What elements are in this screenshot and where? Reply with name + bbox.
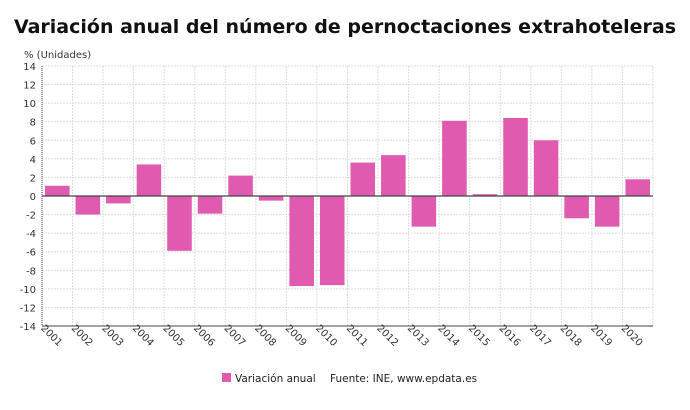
y-tick-label: -10 bbox=[20, 285, 36, 296]
bar-2007 bbox=[228, 175, 253, 196]
bar-2004 bbox=[136, 164, 162, 196]
bar-2009 bbox=[289, 196, 314, 287]
bar-2020 bbox=[625, 179, 650, 196]
y-tick-label: -4 bbox=[26, 229, 36, 240]
x-tick-label: 2010 bbox=[313, 323, 339, 349]
bar-2013 bbox=[411, 196, 437, 227]
legend-swatch bbox=[222, 373, 231, 382]
y-tick-label: -14 bbox=[20, 322, 36, 333]
x-tick-label: 2003 bbox=[99, 323, 125, 349]
x-tick-label: 2009 bbox=[283, 323, 309, 349]
x-tick-label: 2016 bbox=[496, 323, 522, 349]
x-tick-label: 2004 bbox=[130, 323, 156, 349]
x-tick-label: 2002 bbox=[69, 323, 95, 349]
x-tick-label: 2020 bbox=[619, 323, 645, 349]
y-tick-label: 12 bbox=[23, 81, 36, 92]
bar-2002 bbox=[75, 196, 101, 215]
x-tick-label: 2008 bbox=[252, 323, 278, 349]
bar-2012 bbox=[381, 155, 406, 196]
y-tick-label: 8 bbox=[30, 118, 36, 129]
y-tick-label: -8 bbox=[26, 266, 36, 277]
x-tick-label: 2011 bbox=[344, 323, 370, 349]
y-tick-label: 10 bbox=[23, 99, 36, 110]
y-tick-label: 4 bbox=[30, 155, 36, 166]
y-axis-label: % (Unidades) bbox=[24, 50, 91, 61]
chart-title: Variación anual del número de pernoctaci… bbox=[14, 16, 676, 38]
bar-2011 bbox=[350, 162, 376, 196]
x-tick-label: 2014 bbox=[435, 323, 461, 349]
y-tick-label: -12 bbox=[20, 303, 36, 314]
bar-2018 bbox=[564, 196, 589, 219]
x-tick-label: 2005 bbox=[160, 323, 186, 349]
x-tick-label: 2019 bbox=[588, 323, 614, 349]
bar-2008 bbox=[258, 196, 284, 201]
bar-2006 bbox=[197, 196, 223, 214]
y-tick-label: 6 bbox=[30, 136, 36, 147]
y-tick-label: -2 bbox=[26, 211, 36, 222]
x-tick-label: 2015 bbox=[466, 323, 492, 349]
bar-2019 bbox=[594, 196, 620, 227]
y-tick-label: 0 bbox=[30, 192, 36, 203]
legend-label: Variación anual bbox=[235, 373, 316, 385]
bar-2015 bbox=[472, 194, 498, 196]
bar-2003 bbox=[106, 196, 131, 204]
y-tick-label: 2 bbox=[30, 173, 36, 184]
x-tick-label: 2012 bbox=[374, 323, 400, 349]
y-tick-label: -6 bbox=[26, 248, 36, 259]
bar-2010 bbox=[319, 196, 345, 286]
x-tick-label: 2006 bbox=[191, 323, 217, 349]
source-note: Fuente: INE, www.epdata.es bbox=[330, 373, 477, 385]
legend: Variación anual Fuente: INE, www.epdata.… bbox=[222, 373, 477, 385]
bar-2001 bbox=[45, 185, 70, 196]
y-tick-label: 14 bbox=[23, 62, 36, 73]
bar-2014 bbox=[442, 120, 467, 196]
x-tick-label: 2001 bbox=[38, 323, 64, 349]
bar-2005 bbox=[167, 196, 192, 251]
x-tick-label: 2007 bbox=[222, 323, 248, 349]
x-tick-label: 2013 bbox=[405, 323, 431, 349]
bar-2017 bbox=[533, 140, 559, 196]
x-tick-label: 2017 bbox=[527, 323, 553, 349]
bar-2016 bbox=[503, 118, 528, 196]
x-tick-label: 2018 bbox=[558, 323, 584, 349]
